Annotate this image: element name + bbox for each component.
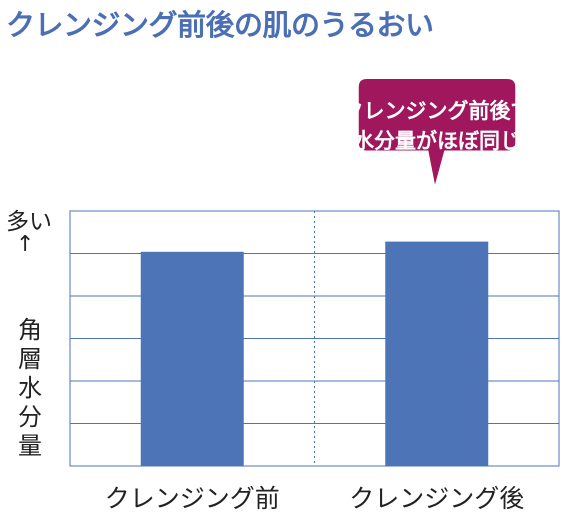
y-axis-up-arrow: ↑ (16, 232, 35, 257)
callout-line-1: クレンジング前後で (342, 99, 532, 123)
chart-title: クレンジング前後の肌のうるおい (6, 8, 434, 42)
x-axis-labels: クレンジング前 クレンジング後 (105, 484, 525, 513)
y-axis-high-label: 多い (6, 209, 52, 235)
callout-bubble (358, 79, 516, 185)
bars (140, 241, 489, 466)
callout-line-2: 水分量がほぼ同じ (353, 129, 521, 153)
bar (385, 241, 489, 466)
callout-text: クレンジング前後で 水分量がほぼ同じ (320, 96, 554, 156)
x-tick-label: クレンジング前 (105, 484, 280, 513)
callout-shape (358, 79, 516, 185)
x-tick-label: クレンジング後 (349, 484, 524, 513)
y-axis-label: 角層水分量 (18, 316, 42, 460)
bar (140, 251, 244, 466)
